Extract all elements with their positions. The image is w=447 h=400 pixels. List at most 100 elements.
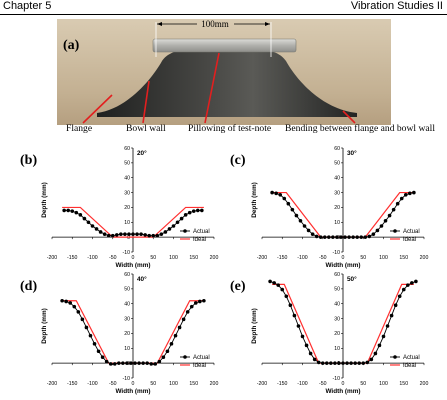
- actual-data-point: [361, 361, 366, 365]
- actual-data-point: [86, 220, 91, 225]
- chart-e: -200-150-100-50050100150200-100102030405…: [230, 272, 428, 395]
- actual-data-point: [92, 342, 97, 346]
- dimension-arrow-right: [265, 22, 270, 26]
- arrow-bending: [342, 110, 356, 124]
- actual-data-point: [375, 228, 380, 233]
- panel-label: (e): [230, 279, 246, 294]
- x-tick-label: 200: [420, 255, 429, 261]
- actual-data-point: [64, 299, 68, 304]
- actual-data-point: [102, 232, 107, 236]
- actual-data-point: [145, 361, 149, 365]
- actual-data-point: [357, 361, 361, 365]
- x-tick-label: 150: [399, 255, 408, 261]
- y-tick-label: 50: [334, 161, 340, 167]
- y-tick-label: 10: [124, 220, 130, 226]
- actual-data-point: [179, 216, 184, 221]
- y-axis-title: Depth (mm): [251, 182, 258, 218]
- actual-data-point: [343, 235, 347, 239]
- y-axis-title: Depth (mm): [251, 308, 258, 344]
- actual-data-point: [153, 362, 158, 366]
- y-tick-label: -10: [123, 250, 131, 256]
- y-tick-label: 0: [127, 361, 130, 367]
- actual-data-point: [325, 361, 329, 365]
- panel-label: (c): [230, 153, 246, 168]
- x-tick-label: 50: [150, 255, 156, 261]
- actual-data-point: [316, 360, 321, 365]
- y-tick-label: 10: [334, 220, 340, 226]
- y-tick-label: 10: [334, 346, 340, 352]
- actual-data-point: [147, 233, 151, 238]
- actual-data-point: [379, 224, 384, 228]
- actual-data-point: [403, 193, 408, 197]
- legend-ideal-label: Ideal: [193, 237, 206, 243]
- actual-data-point: [401, 287, 406, 292]
- y-tick-label: 60: [124, 272, 130, 278]
- actual-data-point: [329, 361, 333, 365]
- chart-panel-b: -200 -150 -100 -50 0 50 100 150 200 -10 0 10 20 30 40 5…: [18, 144, 224, 269]
- legend-actual-label: Actual: [193, 229, 210, 235]
- actual-data-point: [191, 209, 196, 213]
- arrow-flange: [82, 94, 113, 124]
- actual-data-point: [280, 287, 285, 292]
- actual-data-point: [149, 362, 154, 366]
- actual-data-point: [320, 361, 325, 365]
- actual-data-point: [177, 325, 182, 330]
- actual-data-point: [272, 281, 276, 285]
- arrow-pillowing: [204, 52, 220, 124]
- actual-data-point: [270, 190, 274, 195]
- actual-data-point: [70, 209, 75, 213]
- actual-data-point: [294, 213, 299, 218]
- y-axis-title: Depth (mm): [41, 308, 48, 344]
- actual-data-point: [300, 334, 305, 339]
- x-tick-label: 0: [132, 255, 135, 261]
- actual-data-point: [282, 196, 287, 201]
- actual-data-point: [200, 208, 204, 213]
- actual-data-point: [355, 235, 359, 239]
- actual-data-point: [112, 362, 117, 366]
- x-tick-label: 50: [360, 381, 366, 387]
- actual-data-point: [189, 304, 194, 309]
- actual-data-point: [359, 235, 364, 239]
- y-tick-label: 20: [124, 331, 130, 337]
- test-note-photo: 100mm (a): [57, 19, 391, 125]
- x-tick-label: -150: [67, 381, 77, 387]
- actual-data-point: [167, 227, 172, 231]
- x-tick-label: -200: [47, 255, 57, 261]
- y-tick-label: 40: [124, 176, 130, 182]
- actual-data-point: [84, 325, 89, 330]
- actual-data-point: [399, 196, 404, 201]
- y-tick-label: 30: [334, 190, 340, 196]
- legend-actual-label: Actual: [403, 229, 420, 235]
- y-tick-label: 50: [124, 287, 130, 293]
- actual-data-point: [62, 208, 66, 213]
- actual-data-point: [163, 230, 168, 234]
- actual-data-point: [412, 190, 416, 195]
- x-tick-label: -50: [109, 381, 117, 387]
- legend-ideal-label: Ideal: [193, 363, 206, 369]
- chart-panel-d: -200 -150 -100 -50 0 50 100 150 200 -10 0 10 20 30 40 5…: [18, 270, 224, 395]
- y-tick-label: 50: [124, 161, 130, 167]
- photo-illustration: 100mm (a): [57, 19, 391, 125]
- x-tick-label: 0: [342, 381, 345, 387]
- actual-data-point: [383, 219, 388, 223]
- bowl-shape: [97, 47, 357, 117]
- actual-data-point: [410, 281, 414, 285]
- dimension-label: 100mm: [201, 19, 229, 29]
- actual-data-point: [290, 207, 295, 212]
- actual-data-point: [377, 343, 382, 348]
- actual-data-point: [278, 193, 283, 197]
- actual-data-point: [104, 359, 109, 364]
- chart-panel-c: -200 -150 -100 -50 0 50 100 150 200 -10 0 10 20 30 40 5…: [228, 144, 434, 269]
- actual-data-point: [369, 357, 374, 362]
- x-tick-label: 100: [169, 255, 178, 261]
- y-tick-label: 0: [337, 235, 340, 241]
- actual-data-point: [143, 233, 147, 237]
- actual-data-point: [327, 235, 331, 239]
- actual-data-point: [139, 232, 143, 236]
- angle-label: 30°: [347, 149, 357, 157]
- ideal-series-line: [62, 206, 204, 238]
- panel-label: (b): [20, 153, 37, 168]
- angle-label: 20°: [137, 149, 147, 157]
- actual-data-point: [68, 301, 73, 305]
- actual-data-point: [74, 210, 79, 215]
